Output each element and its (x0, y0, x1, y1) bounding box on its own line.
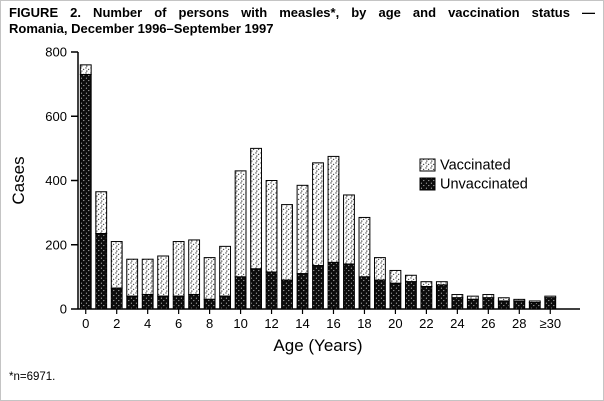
bar-segment-vaccinated (420, 280, 433, 287)
bar-segment-unvaccinated (404, 280, 417, 310)
bar-segment-vaccinated (157, 255, 170, 297)
bar-segment-unvaccinated (528, 301, 541, 310)
x-tick-label: 26 (481, 316, 495, 331)
x-tick-label: 10 (233, 316, 247, 331)
bar-segment-unvaccinated (95, 232, 108, 310)
bar-segment-vaccinated (343, 194, 355, 265)
figure-title-line2: Romania, December 1996–September 1997 (9, 20, 274, 36)
bar-segment-unvaccinated (265, 271, 278, 310)
bar-segment-unvaccinated (343, 263, 355, 310)
bar-segment-vaccinated (374, 256, 386, 281)
bar-segment-unvaccinated (141, 293, 154, 310)
x-tick-label: 28 (512, 316, 526, 331)
x-tick-label: ≥30 (539, 316, 561, 331)
x-tick-label: 20 (388, 316, 402, 331)
bar-segment-vaccinated (79, 64, 92, 75)
figure-title: FIGURE 2. Number of persons with measles… (0, 0, 604, 37)
bar-segment-unvaccinated (312, 264, 324, 310)
bar-segment-vaccinated (141, 258, 154, 295)
y-tick-label: 600 (45, 108, 67, 123)
bar-segment-unvaccinated (79, 73, 92, 310)
bar-segment-unvaccinated (327, 261, 340, 310)
bar-segment-unvaccinated (374, 279, 386, 310)
x-tick-label: 18 (357, 316, 371, 331)
x-tick-label: 2 (113, 316, 120, 331)
bar-segment-unvaccinated (219, 295, 232, 310)
bar-segment-unvaccinated (250, 268, 262, 310)
bar-segment-vaccinated (126, 258, 139, 297)
bar-segment-vaccinated (296, 184, 309, 274)
x-tick-label: 22 (419, 316, 433, 331)
bar-segment-unvaccinated (126, 295, 139, 310)
bar-segment-vaccinated (95, 190, 108, 234)
bar-segment-vaccinated (250, 147, 262, 270)
bar-segment-unvaccinated (358, 276, 371, 310)
bar-segment-unvaccinated (451, 296, 464, 310)
x-tick-label: 14 (295, 316, 309, 331)
bar-segment-vaccinated (219, 245, 232, 297)
x-tick-label: 24 (450, 316, 464, 331)
bar-segment-vaccinated (389, 269, 402, 284)
legend-swatch-vaccinated (419, 158, 436, 172)
y-tick-label: 400 (45, 173, 67, 188)
x-tick-label: 12 (264, 316, 278, 331)
bar-segment-unvaccinated (110, 287, 123, 310)
bar-segment-unvaccinated (172, 295, 185, 310)
bar-segment-unvaccinated (296, 272, 309, 310)
figure-title-line1: FIGURE 2. Number of persons with measles… (9, 5, 595, 20)
x-axis-title: Age (Years) (273, 336, 362, 355)
y-tick-label: 0 (60, 301, 67, 316)
bar-segment-unvaccinated (544, 296, 557, 310)
bar-segment-vaccinated (281, 203, 293, 281)
bar-segment-unvaccinated (203, 298, 216, 310)
bar-segment-unvaccinated (188, 293, 201, 310)
bar-segment-vaccinated (172, 240, 185, 297)
y-axis-title: Cases (9, 156, 28, 204)
bar-segment-vaccinated (188, 239, 201, 295)
bar-segment-unvaccinated (466, 298, 479, 310)
bar-segment-vaccinated (312, 162, 324, 266)
bar-segment-vaccinated (265, 179, 278, 273)
bar-segment-unvaccinated (435, 284, 448, 310)
x-tick-label: 4 (144, 316, 151, 331)
footnote: *n=6971. (9, 370, 56, 383)
legend-label-vaccinated: Vaccinated (440, 157, 511, 173)
chart-area: 0 200 400 600 800 0 2 4 6 8 10 12 14 16 18 20 22 24 26 28 ≥3… (0, 37, 604, 364)
bar-segment-vaccinated (358, 216, 371, 278)
bar-segment-unvaccinated (497, 300, 510, 310)
bar-segment-vaccinated (203, 256, 216, 300)
bar-segment-unvaccinated (420, 285, 433, 310)
bar-segment-unvaccinated (157, 295, 170, 310)
bar-segment-unvaccinated (234, 276, 247, 310)
bar-segment-unvaccinated (482, 296, 495, 310)
y-tick-label: 800 (45, 44, 67, 59)
x-tick-label: 8 (206, 316, 213, 331)
bar-segment-vaccinated (234, 170, 247, 278)
y-tick-label: 200 (45, 237, 67, 252)
bar-segment-unvaccinated (281, 279, 293, 310)
x-tick-label: 6 (175, 316, 182, 331)
bar-segment-vaccinated (404, 274, 417, 282)
legend-label-unvaccinated: Unvaccinated (440, 176, 528, 192)
bar-segment-unvaccinated (513, 300, 526, 310)
bar-segment-vaccinated (327, 155, 340, 263)
legend-swatch-unvaccinated (419, 177, 436, 191)
x-tick-label: 0 (82, 316, 89, 331)
bar-segment-vaccinated (110, 240, 123, 289)
x-tick-label: 16 (326, 316, 340, 331)
bar-segment-unvaccinated (389, 282, 402, 310)
